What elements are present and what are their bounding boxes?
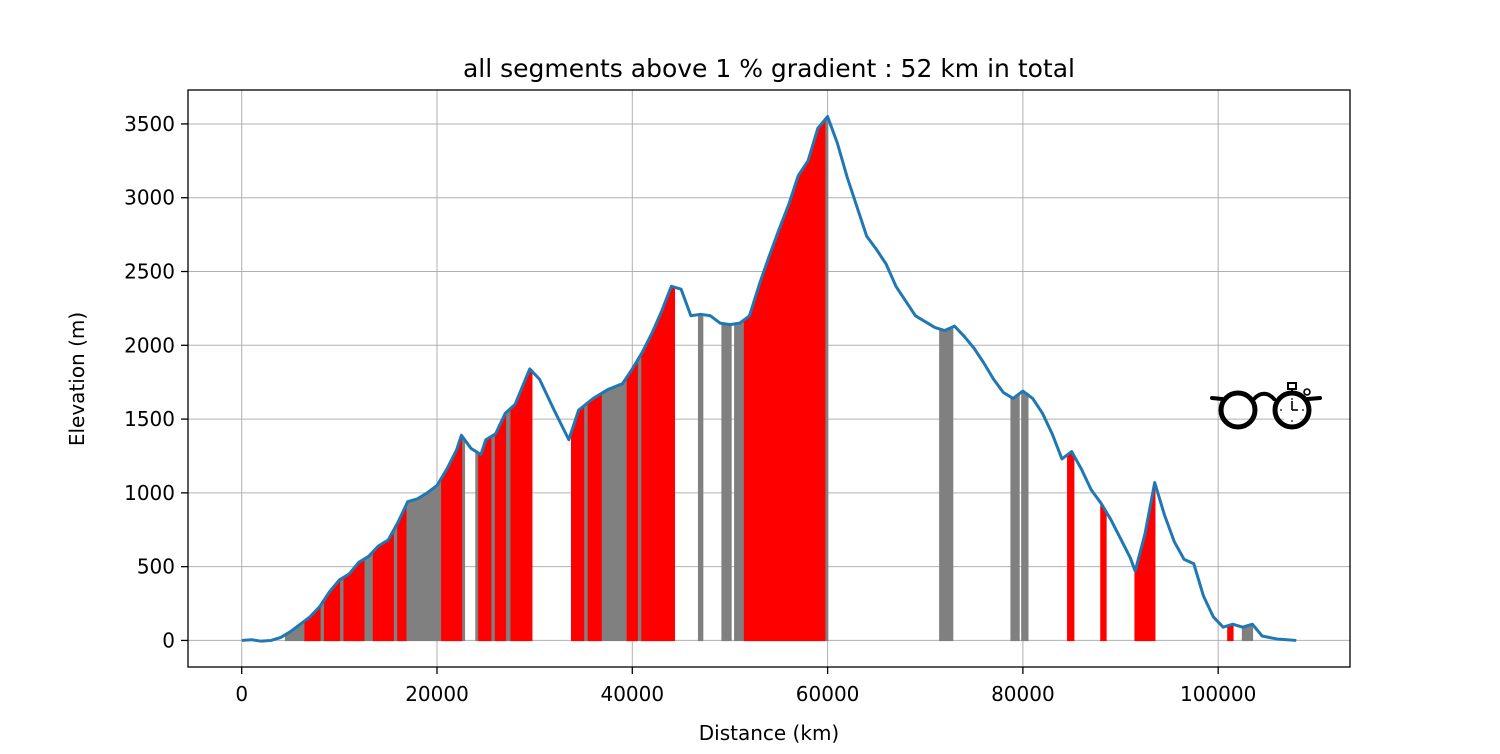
gray-segment [721,322,732,642]
y-tick-label: 1000 [124,481,175,505]
y-tick-label: 2500 [124,260,175,284]
elevation-line-layer [241,115,1297,643]
glasses-stopwatch-icon [1210,382,1322,430]
plot-frame [187,89,1351,668]
gray-segment [939,325,954,642]
red-segment [1067,450,1075,642]
y-axis-label: Elevation (m) [65,312,89,446]
red-segment [494,412,507,642]
red-segment [571,404,585,642]
red-segment [626,358,638,642]
gray-segment [734,317,746,642]
x-tick-label: 100000 [1180,682,1256,706]
y-tick-label: 500 [137,555,175,579]
y-tick-label: 1500 [124,407,175,431]
y-tick-label: 3500 [124,112,175,136]
elevation-line [241,115,1297,643]
gray-segment [600,373,629,642]
x-tick-label: 20000 [405,682,469,706]
gray-segment [697,313,704,642]
y-tick-label: 3000 [124,186,175,210]
x-axis-label: Distance (km) [699,721,839,745]
red-segment [587,392,602,642]
gray-segment [363,549,375,642]
red-segment [1100,500,1107,642]
x-tick-label: 60000 [796,682,860,706]
y-tick-label: 0 [162,628,175,652]
gray-segment [1010,392,1020,642]
axes-layer [187,89,1351,668]
x-tick-label: 80000 [991,682,1055,706]
x-tick-label: 40000 [600,682,664,706]
chart-title: all segments above 1 % gradient : 52 km … [463,54,1075,83]
tick-layer: 0 20000 40000 60000 80000 100000 0 500 1000 1500 2… [124,112,1256,706]
y-tick-label: 2000 [124,333,175,357]
red-segment [397,505,407,642]
x-tick-label: 0 [235,682,248,706]
gray-segment [504,406,512,642]
gray-segment [1021,390,1029,642]
segment-fill-layer [284,114,1254,642]
red-segment [478,435,492,642]
red-segment [510,368,533,642]
